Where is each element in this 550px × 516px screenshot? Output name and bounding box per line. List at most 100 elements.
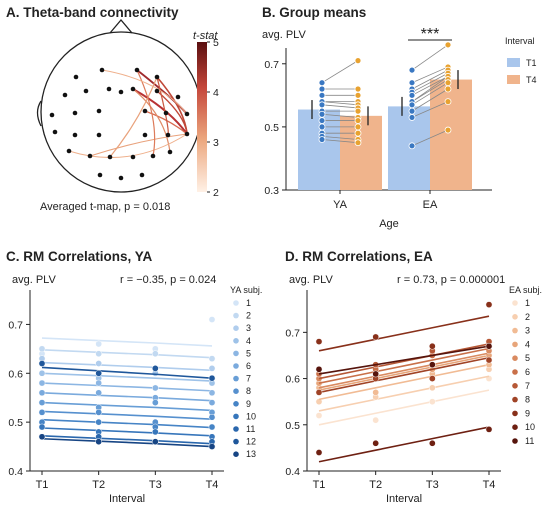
y-axis-title: avg. PLV: [262, 29, 306, 41]
data-point-subj-8: [428, 375, 436, 382]
x-axis-title: Interval: [386, 493, 422, 505]
electrode-dot: [154, 88, 160, 94]
fit-line-subj-7: [318, 343, 490, 380]
electrode-dot: [184, 111, 190, 117]
paired-line: [411, 101, 449, 118]
paired-line: [411, 76, 449, 96]
panel-a-caption: Averaged t-map, p = 0.018: [40, 201, 170, 213]
subject-point-T4: [444, 98, 452, 106]
legend-marker: [512, 396, 518, 403]
data-point-subj-9: [208, 423, 216, 431]
fit-line-subj-8: [41, 410, 213, 421]
subject-point-T4: [354, 107, 362, 115]
electrode-dot: [118, 89, 124, 95]
colorbar-tick-label: 2: [213, 187, 219, 199]
data-point-subj-12: [95, 369, 103, 377]
connection-line: [132, 88, 171, 153]
electrode-dot: [163, 110, 169, 116]
electrode-dot: [62, 92, 68, 98]
data-point-subj-7: [38, 399, 46, 406]
connection-line: [144, 110, 188, 135]
paired-line: [321, 135, 359, 140]
left-ear: [36, 100, 42, 127]
legend-label: 7: [525, 381, 530, 391]
x-tick-label: T2: [92, 479, 105, 491]
x-tick-label: T2: [369, 479, 382, 491]
subject-point-T4: [444, 41, 452, 49]
data-point-subj-3: [95, 360, 103, 367]
legend-label: 5: [525, 353, 530, 363]
data-point-subj-9: [315, 338, 323, 345]
fit-line-subj-6: [41, 392, 213, 402]
data-point-subj-6: [95, 389, 103, 397]
data-point-subj-8: [95, 409, 103, 416]
subject-point-T4: [444, 126, 452, 134]
subject-point-T4: [354, 85, 362, 93]
subject-point-T1: [408, 66, 416, 74]
y-tick-label: 0.5: [285, 420, 300, 432]
legend-title: Interval: [505, 36, 535, 46]
legend-marker: [233, 413, 239, 420]
data-point-subj-8: [208, 413, 216, 421]
electrode-dot: [66, 148, 72, 154]
data-point-subj-13: [95, 438, 103, 446]
fit-line-subj-2: [318, 375, 490, 412]
fit-line-subj-9: [41, 418, 213, 429]
x-tick-label: T4: [483, 479, 496, 491]
stat-text: r = 0.73, p = 0.000001: [397, 274, 505, 286]
legend-label: 3: [525, 326, 530, 336]
electrode-dot: [142, 108, 148, 114]
legend-label: 5: [246, 348, 251, 358]
legend-title: YA subj.: [230, 285, 262, 295]
data-point-subj-2: [428, 384, 436, 392]
colorbar-gradient: [197, 42, 207, 192]
legend-marker: [512, 424, 518, 431]
electrode-dot: [184, 131, 190, 137]
paired-line: [411, 72, 449, 93]
legend-marker: [233, 388, 239, 395]
data-point-subj-1: [372, 416, 380, 424]
y-tick-label: 0.4: [8, 466, 23, 478]
paired-line: [411, 82, 449, 106]
data-point-subj-11: [372, 370, 380, 378]
legend-marker: [233, 401, 239, 407]
data-point-subj-5: [151, 384, 159, 392]
fit-line-subj-4: [41, 372, 213, 382]
legend-label: 8: [246, 386, 251, 396]
x-tick-label: T4: [206, 479, 219, 491]
connection-line: [136, 69, 156, 157]
data-point-subj-10: [151, 428, 159, 436]
electrode-dot: [134, 67, 140, 73]
colorbar: t-stat 5 4 3 2: [193, 30, 219, 199]
electrode-dot: [83, 88, 89, 94]
connection-line: [101, 69, 188, 115]
fit-line-subj-1: [41, 337, 213, 347]
electrode-dot: [118, 175, 124, 181]
subject-point-T4: [354, 117, 362, 124]
electrodes: [49, 67, 190, 181]
data-point-subj-12: [208, 374, 216, 382]
nose: [109, 18, 133, 34]
subject-point-T4: [354, 57, 362, 65]
paired-line: [321, 113, 359, 118]
data-point-subj-12: [151, 365, 159, 372]
electrode-dot: [99, 67, 105, 73]
paired-line: [411, 129, 449, 147]
electrode-dot: [167, 149, 173, 155]
data-point-subj-5: [208, 389, 216, 397]
electrode-dot: [97, 172, 103, 178]
subject-point-T1: [318, 123, 326, 131]
legend-marker: [233, 300, 239, 306]
data-point-subj-10: [485, 426, 493, 433]
y-tick-label: 0.3: [264, 185, 279, 197]
legend-marker: [233, 325, 239, 332]
connection-line: [109, 76, 158, 158]
data-point-subj-10: [38, 423, 46, 431]
legend-label: T1: [526, 58, 537, 68]
legend-title: EA subj.: [509, 285, 542, 295]
colorbar-tick-label: 3: [213, 137, 219, 149]
fit-line-subj-5: [318, 352, 490, 389]
electrode-dot: [175, 94, 181, 100]
legend-marker: [233, 426, 239, 432]
